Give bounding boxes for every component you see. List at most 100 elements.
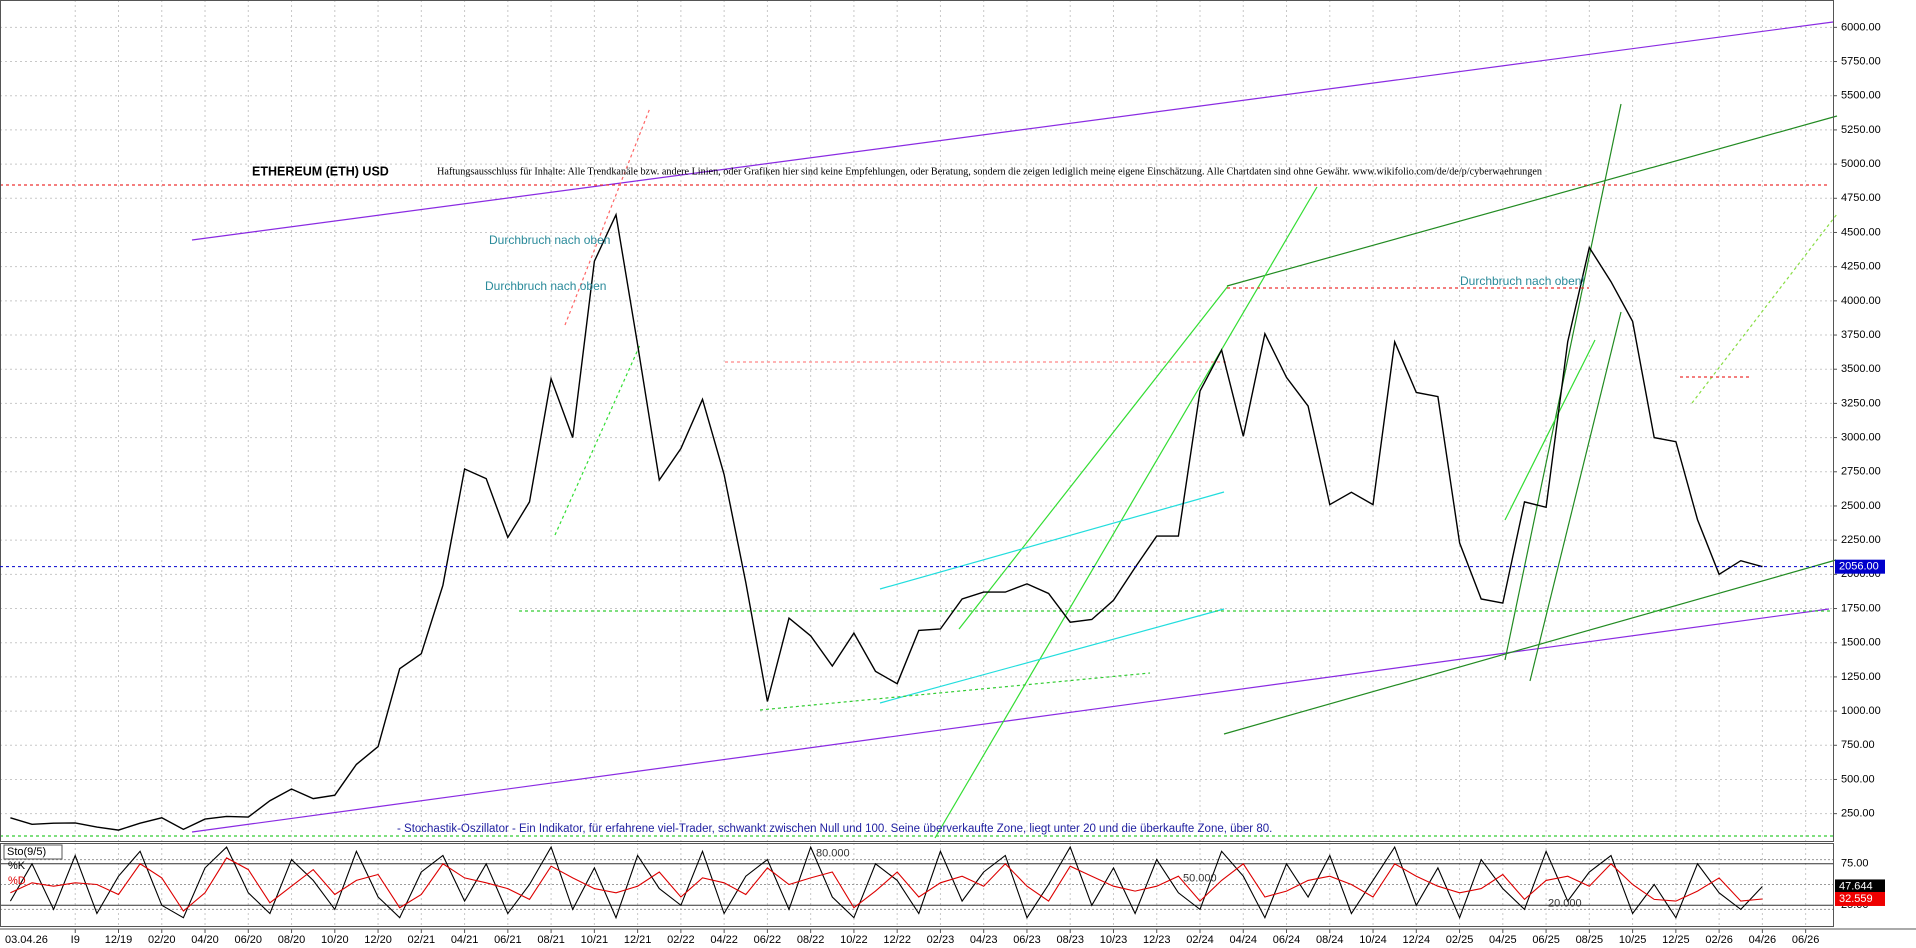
trend-line xyxy=(879,608,1225,704)
y-tick-label: 6000.00 xyxy=(1841,21,1881,33)
x-tick-label: 04/20 xyxy=(191,934,219,946)
x-tick-label: 08/25 xyxy=(1576,934,1604,946)
x-tick-label: 04/24 xyxy=(1229,934,1257,946)
y-tick-label: 5750.00 xyxy=(1841,55,1881,67)
chart-title: ETHEREUM (ETH) USD xyxy=(252,164,389,178)
price-tag-label: 2056.00 xyxy=(1839,561,1879,573)
trend-line xyxy=(1226,115,1838,287)
x-tick-label: 08/21 xyxy=(537,934,565,946)
x-tick-label: 12/23 xyxy=(1143,934,1171,946)
trend-line xyxy=(1223,559,1837,735)
y-tick-label: 4750.00 xyxy=(1841,192,1881,204)
price-tag xyxy=(1835,559,1885,574)
last-value-tag xyxy=(1835,879,1885,894)
y-tick-label: 5500.00 xyxy=(1841,90,1881,102)
y-tick-label: 750.00 xyxy=(1841,739,1875,751)
trend-line xyxy=(934,186,1318,839)
x-tick-label: 06/20 xyxy=(235,934,263,946)
x-tick-label: 06/24 xyxy=(1273,934,1301,946)
y-tick-label: 4250.00 xyxy=(1841,261,1881,273)
x-tick-label: 12/19 xyxy=(105,934,133,946)
y-tick-label: 1500.00 xyxy=(1841,637,1881,649)
x-tick-label: 02/26 xyxy=(1705,934,1733,946)
y-tick-label: 1250.00 xyxy=(1841,671,1881,683)
x-tick-label: 10/21 xyxy=(581,934,609,946)
trend-line xyxy=(554,344,641,536)
x-tick-label: 06/26 xyxy=(1792,934,1820,946)
x-tick-label: 10/22 xyxy=(840,934,868,946)
x-tick-label: 02/22 xyxy=(667,934,695,946)
trend-line xyxy=(191,21,1834,241)
trend-line xyxy=(191,608,1830,833)
level-label: 20.000 xyxy=(1548,897,1582,909)
x-tick-label: 10/20 xyxy=(321,934,349,946)
x-tick-label: 04/25 xyxy=(1489,934,1517,946)
x-tick-label: 12/24 xyxy=(1403,934,1431,946)
last-value-tag xyxy=(1835,891,1885,906)
trend-line xyxy=(759,672,1151,711)
x-tick-label: 04/22 xyxy=(710,934,738,946)
x-tick-label: 08/24 xyxy=(1316,934,1344,946)
line xyxy=(9,845,1763,920)
x-tick-label: 02/25 xyxy=(1446,934,1474,946)
y-tick-label: 4000.00 xyxy=(1841,295,1881,307)
x-tick-label: 08/20 xyxy=(278,934,306,946)
level-label: 50.000 xyxy=(1183,872,1217,884)
y-tick-label: 1000.00 xyxy=(1841,705,1881,717)
x-tick-label: 02/20 xyxy=(148,934,176,946)
x-tick-label: 04/26 xyxy=(1749,934,1777,946)
level-label: 80.000 xyxy=(816,848,850,860)
last-value-label: 47.644 xyxy=(1839,880,1873,892)
x-tick-label: 10/24 xyxy=(1359,934,1387,946)
y-tick-label: 3500.00 xyxy=(1841,363,1881,375)
trend-line xyxy=(879,491,1225,590)
y-tick-label: 500.00 xyxy=(1841,773,1875,785)
x-tick-label: 06/25 xyxy=(1532,934,1560,946)
annotation: Durchbruch nach oben xyxy=(485,279,606,293)
x-tick-label: 06/22 xyxy=(754,934,782,946)
y-tick-label: 5250.00 xyxy=(1841,124,1881,136)
stoch-panel-border xyxy=(0,843,1834,927)
trend-line xyxy=(1691,213,1838,404)
disclaimer: Haftungsausschluss für Inhalte: Alle Tre… xyxy=(437,166,1542,177)
last-value-label: 32.559 xyxy=(1839,893,1873,905)
marks xyxy=(9,212,1763,920)
y-tick-label: 2500.00 xyxy=(1841,500,1881,512)
x-tick-label: 04/21 xyxy=(451,934,479,946)
x-tick-label: I9 xyxy=(71,934,80,946)
y-tick-label: 3250.00 xyxy=(1841,397,1881,409)
annotation: Durchbruch nach oben xyxy=(489,233,610,247)
x-tick-label: 02/24 xyxy=(1186,934,1214,946)
y-tick-label: 1750.00 xyxy=(1841,602,1881,614)
x-tick-label: 12/20 xyxy=(364,934,392,946)
x-tick-label: 04/23 xyxy=(970,934,998,946)
y-tick-label: 2750.00 xyxy=(1841,466,1881,478)
y-tick-label: 5000.00 xyxy=(1841,158,1881,170)
y-tick-label: 250.00 xyxy=(1841,808,1875,820)
x-tick-label: 12/21 xyxy=(624,934,652,946)
x-tick-label: 10/25 xyxy=(1619,934,1647,946)
annotation: - Stochastik-Oszillator - Ein Indikator,… xyxy=(397,823,1272,835)
x-tick-label: 06/23 xyxy=(1013,934,1041,946)
x-tick-label: 06/21 xyxy=(494,934,522,946)
x-tick-label: 10/23 xyxy=(1100,934,1128,946)
legend-entry: %K xyxy=(8,860,26,872)
y-tick-label: 3750.00 xyxy=(1841,329,1881,341)
indicator-title: Sto(9/5) xyxy=(7,846,46,858)
x-tick-label: 08/23 xyxy=(1056,934,1084,946)
y-tick-label: 75.00 xyxy=(1841,858,1869,870)
y-tick-label: 3000.00 xyxy=(1841,431,1881,443)
trend-line xyxy=(1529,311,1622,682)
x-tick-label: 08/22 xyxy=(797,934,825,946)
annotation: Durchbruch nach oben! xyxy=(1460,274,1585,288)
x-tick-label: 12/25 xyxy=(1662,934,1690,946)
y-tick-label: 2250.00 xyxy=(1841,534,1881,546)
date-label: 03.04.26 xyxy=(5,934,48,946)
x-tick-label: 12/22 xyxy=(883,934,911,946)
trend-line xyxy=(958,285,1229,630)
x-tick-label: 02/23 xyxy=(927,934,955,946)
trend-line xyxy=(1504,339,1596,521)
line xyxy=(10,212,1763,831)
